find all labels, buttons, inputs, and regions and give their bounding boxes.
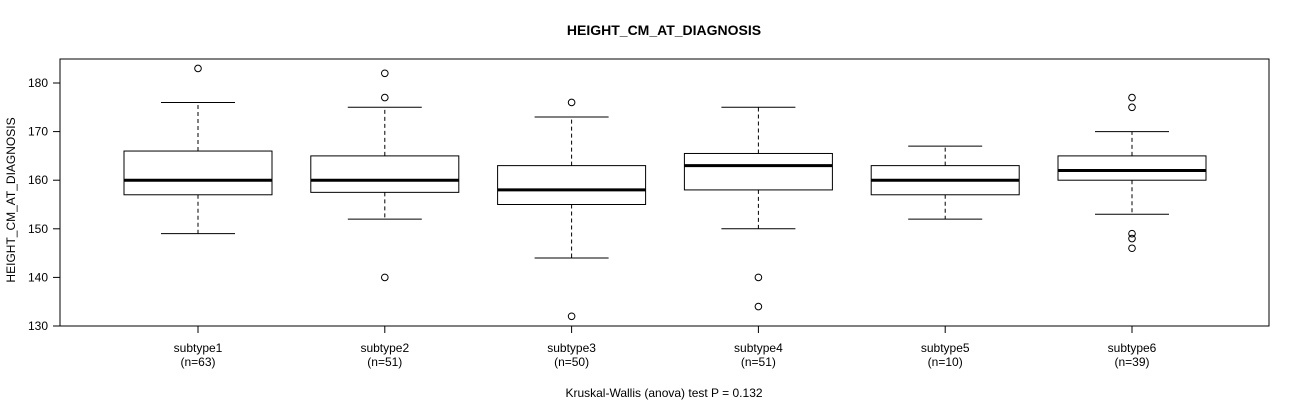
outlier-point <box>1128 229 1136 238</box>
iqr-box <box>123 150 273 196</box>
box-subtype3 <box>497 98 647 321</box>
outlier-point <box>1128 244 1136 253</box>
y-tick-label: 130 <box>28 319 48 333</box>
chart-title: HEIGHT_CM_AT_DIAGNOSIS <box>567 22 761 38</box>
x-tick-label: subtype2 <box>360 341 409 355</box>
outlier-point <box>567 312 576 321</box>
x-tick-count-label: (n=63) <box>180 355 215 369</box>
outlier-point <box>381 273 389 282</box>
x-tick-label: subtype1 <box>174 341 223 355</box>
x-tick-label: subtype3 <box>547 341 596 355</box>
y-tick-label: 150 <box>28 222 48 236</box>
y-tick-label: 170 <box>28 125 48 139</box>
y-tick-label: 140 <box>28 270 48 284</box>
outlier-point <box>754 302 763 311</box>
iqr-box <box>683 152 833 191</box>
y-tick-label: 160 <box>28 173 48 187</box>
box-subtype4 <box>683 106 833 311</box>
outlier-point <box>381 93 389 102</box>
boxes <box>123 64 1207 321</box>
box-subtype6 <box>1057 93 1207 253</box>
y-axis: 130 140 150 160 170 180 <box>28 76 61 333</box>
outlier-point <box>194 64 202 73</box>
y-tick-label: 180 <box>28 76 48 90</box>
test-footnote: Kruskal-Wallis (anova) test P = 0.132 <box>565 386 762 400</box>
box-subtype5 <box>870 145 1020 220</box>
outlier-point <box>1128 234 1136 243</box>
x-tick-count-label: (n=50) <box>554 355 589 369</box>
outlier-point <box>567 98 576 107</box>
iqr-box <box>1057 155 1207 181</box>
x-tick-count-label: (n=51) <box>741 355 776 369</box>
x-axis: subtype1(n=63)subtype2(n=51)subtype3(n=5… <box>174 325 1157 369</box>
x-tick-count-label: (n=51) <box>367 355 402 369</box>
box-subtype2 <box>310 69 460 282</box>
outlier-point <box>381 69 389 78</box>
x-tick-count-label: (n=39) <box>1114 355 1149 369</box>
iqr-box <box>310 155 460 193</box>
outlier-point <box>754 273 763 282</box>
outlier-point <box>1128 103 1136 112</box>
y-axis-label: HEIGHT_CM_AT_DIAGNOSIS <box>4 117 18 282</box>
x-tick-label: subtype5 <box>921 341 970 355</box>
x-tick-count-label: (n=10) <box>928 355 963 369</box>
x-tick-label: subtype4 <box>734 341 783 355</box>
box-subtype1 <box>123 64 273 235</box>
x-tick-label: subtype6 <box>1108 341 1157 355</box>
outlier-point <box>1128 93 1136 102</box>
iqr-box <box>497 165 647 205</box>
